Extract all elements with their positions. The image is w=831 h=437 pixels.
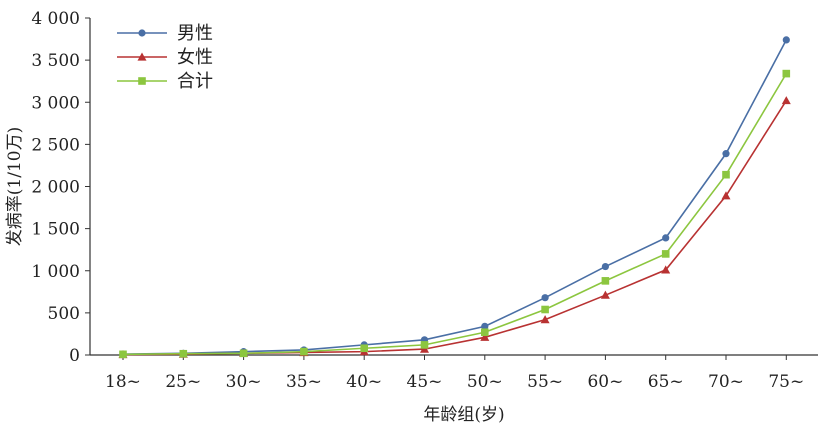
series-lines xyxy=(118,36,791,359)
data-point xyxy=(541,294,549,302)
legend-label: 女性 xyxy=(177,47,213,68)
x-tick-label: 75~ xyxy=(768,372,804,392)
data-point xyxy=(662,234,670,242)
y-tick-label: 1 500 xyxy=(31,220,80,240)
y-tick-label: 3 500 xyxy=(31,51,80,71)
series-line xyxy=(122,73,787,356)
x-tick-label: 55~ xyxy=(527,372,563,392)
data-point xyxy=(601,277,610,285)
x-axis-title: 年龄组(岁) xyxy=(423,405,504,425)
series-0 xyxy=(119,36,790,358)
axes: 0 500 1 000 1 500 2 000 2 500 3 000 3 500 4 000 1… xyxy=(5,9,818,425)
x-tick-label: 18~ xyxy=(105,372,141,392)
data-point xyxy=(480,332,490,341)
y-tick-label: 4 000 xyxy=(31,9,80,29)
data-point xyxy=(239,349,248,358)
data-point xyxy=(661,250,670,258)
series-line xyxy=(122,100,787,356)
series-line xyxy=(122,39,788,355)
legend-item: 男性 xyxy=(117,23,213,44)
data-point xyxy=(540,315,550,324)
data-point xyxy=(782,69,791,78)
y-tick-label: 2 000 xyxy=(31,178,80,198)
data-point xyxy=(541,305,549,314)
data-point xyxy=(722,150,730,158)
legend-marker xyxy=(137,52,147,61)
x-tick-label: 50~ xyxy=(467,372,503,392)
x-tick-label: 35~ xyxy=(286,372,322,392)
data-point xyxy=(481,322,489,330)
x-tick-label: 65~ xyxy=(648,372,684,392)
x-tick-label: 30~ xyxy=(226,372,262,392)
data-point xyxy=(781,96,791,105)
x-tick-label: 45~ xyxy=(407,372,443,392)
data-point xyxy=(661,265,671,274)
x-tick-label: 40~ xyxy=(346,372,382,392)
data-point xyxy=(481,328,489,337)
x-tick-label: 60~ xyxy=(587,372,623,392)
data-point xyxy=(721,191,731,200)
data-point xyxy=(360,344,368,353)
y-tick-label: 3 000 xyxy=(31,93,80,113)
series-1 xyxy=(118,96,791,359)
data-point xyxy=(119,350,127,359)
y-tick-label: 0 xyxy=(69,346,80,366)
data-point xyxy=(420,341,429,349)
legend-label: 合计 xyxy=(177,71,213,92)
data-point xyxy=(300,347,308,356)
legend-item: 女性 xyxy=(117,47,213,68)
y-axis-title: 发病率(1/10万) xyxy=(5,127,25,246)
series-2 xyxy=(119,69,791,359)
legend-label: 男性 xyxy=(177,23,213,44)
data-point xyxy=(179,349,188,358)
legend-marker xyxy=(138,29,146,37)
data-point xyxy=(601,262,610,271)
x-tick-label: 70~ xyxy=(708,372,744,392)
data-point xyxy=(600,290,610,299)
legend-item: 合计 xyxy=(117,71,213,92)
data-point xyxy=(722,170,730,179)
y-tick-label: 2 500 xyxy=(31,135,80,155)
y-tick-label: 500 xyxy=(48,304,80,324)
x-tick-label: 25~ xyxy=(165,372,201,392)
data-point xyxy=(782,36,790,44)
y-tick-label: 1 000 xyxy=(31,262,80,282)
legend-marker xyxy=(138,77,146,85)
